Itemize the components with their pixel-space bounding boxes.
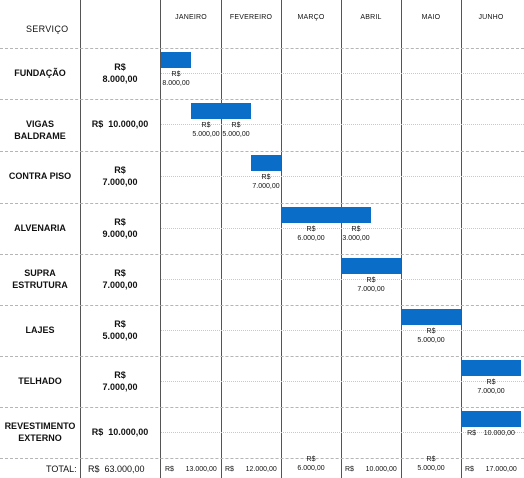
month-header-3: ABRIL xyxy=(360,14,382,21)
month-header-0: JANEIRO xyxy=(175,14,207,21)
bar-value-label: R$ 7.000,00 xyxy=(357,277,385,293)
month-total-4: R$ 5.000,00 xyxy=(417,456,445,472)
row-midline xyxy=(161,124,524,125)
month-header-2: MARÇO xyxy=(297,14,325,21)
service-name: CONTRA PISO xyxy=(8,170,72,181)
row-divider xyxy=(0,203,524,204)
bar-value-label: R$ 7.000,00 xyxy=(252,174,280,190)
bar-value-label: R$ 8.000,00 xyxy=(162,71,190,87)
month-header-1: FEVEREIRO xyxy=(229,14,273,21)
column-divider xyxy=(80,0,81,478)
schedule-bar xyxy=(401,309,461,325)
schedule-bar xyxy=(281,207,341,223)
bar-value-label: R$ 3.000,00 xyxy=(342,226,370,242)
row-midline xyxy=(161,432,524,433)
row-divider xyxy=(0,458,524,459)
service-name: SUPRA ESTRUTURA xyxy=(12,267,68,290)
row-divider xyxy=(0,356,524,357)
row-divider xyxy=(0,151,524,152)
row-midline xyxy=(161,330,524,331)
column-divider xyxy=(281,0,282,478)
schedule-bar xyxy=(221,103,251,119)
row-midline xyxy=(161,176,524,177)
month-total-1: R$ 12.000,00 xyxy=(225,466,277,473)
bar-value-label: R$ 5.000,00 xyxy=(417,328,445,344)
row-divider xyxy=(0,48,524,49)
row-divider xyxy=(0,305,524,306)
column-divider xyxy=(160,0,161,478)
service-total: R$ 10.000,00 xyxy=(91,118,149,129)
bar-value-label: R$ 6.000,00 xyxy=(297,226,325,242)
bar-value-label: R$ 7.000,00 xyxy=(477,379,505,395)
grand-total-value: R$ 63.000,00 xyxy=(88,464,145,474)
service-total: R$ 7.000,00 xyxy=(102,267,138,290)
service-name: LAJES xyxy=(25,324,55,335)
row-divider xyxy=(0,407,524,408)
service-total: R$ 7.000,00 xyxy=(102,164,138,187)
service-total: R$ 8.000,00 xyxy=(102,61,138,84)
schedule-bar xyxy=(341,207,371,223)
service-column-header: SERVIÇO xyxy=(26,24,69,34)
total-label: TOTAL: xyxy=(46,464,77,474)
service-total: R$ 10.000,00 xyxy=(91,426,149,437)
schedule-bar xyxy=(461,411,521,427)
bar-value-label: R$ 5.000,00 xyxy=(222,122,250,138)
month-total-2: R$ 6.000,00 xyxy=(297,456,325,472)
bar-value-label: R$ 5.000,00 xyxy=(192,122,220,138)
row-midline xyxy=(161,381,524,382)
month-total-5: R$ 17.000,00 xyxy=(465,466,517,473)
service-name: FUNDAÇÃO xyxy=(14,67,66,78)
row-divider xyxy=(0,254,524,255)
row-midline xyxy=(161,279,524,280)
row-midline xyxy=(161,73,524,74)
bar-value-label: R$ 10.000,00 xyxy=(467,430,515,437)
service-total: R$ 9.000,00 xyxy=(102,216,138,239)
service-name: REVESTIMENTO EXTERNO xyxy=(4,420,76,443)
month-header-4: MAIO xyxy=(421,14,441,21)
service-total: R$ 5.000,00 xyxy=(102,318,138,341)
service-total: R$ 7.000,00 xyxy=(102,369,138,392)
schedule-bar xyxy=(461,360,521,376)
schedule-bar xyxy=(161,52,191,68)
column-divider xyxy=(401,0,402,478)
month-header-5: JUNHO xyxy=(478,14,504,21)
month-total-0: R$ 13.000,00 xyxy=(165,466,217,473)
service-name: TELHADO xyxy=(18,375,62,386)
schedule-bar xyxy=(341,258,401,274)
column-divider xyxy=(221,0,222,478)
service-name: VIGAS BALDRAME xyxy=(14,118,66,141)
schedule-bar xyxy=(191,103,221,119)
row-divider xyxy=(0,99,524,100)
month-total-3: R$ 10.000,00 xyxy=(345,466,397,473)
column-divider xyxy=(341,0,342,478)
schedule-bar xyxy=(251,155,281,171)
column-divider xyxy=(461,0,462,478)
service-name: ALVENARIA xyxy=(14,222,66,233)
row-midline xyxy=(161,228,524,229)
